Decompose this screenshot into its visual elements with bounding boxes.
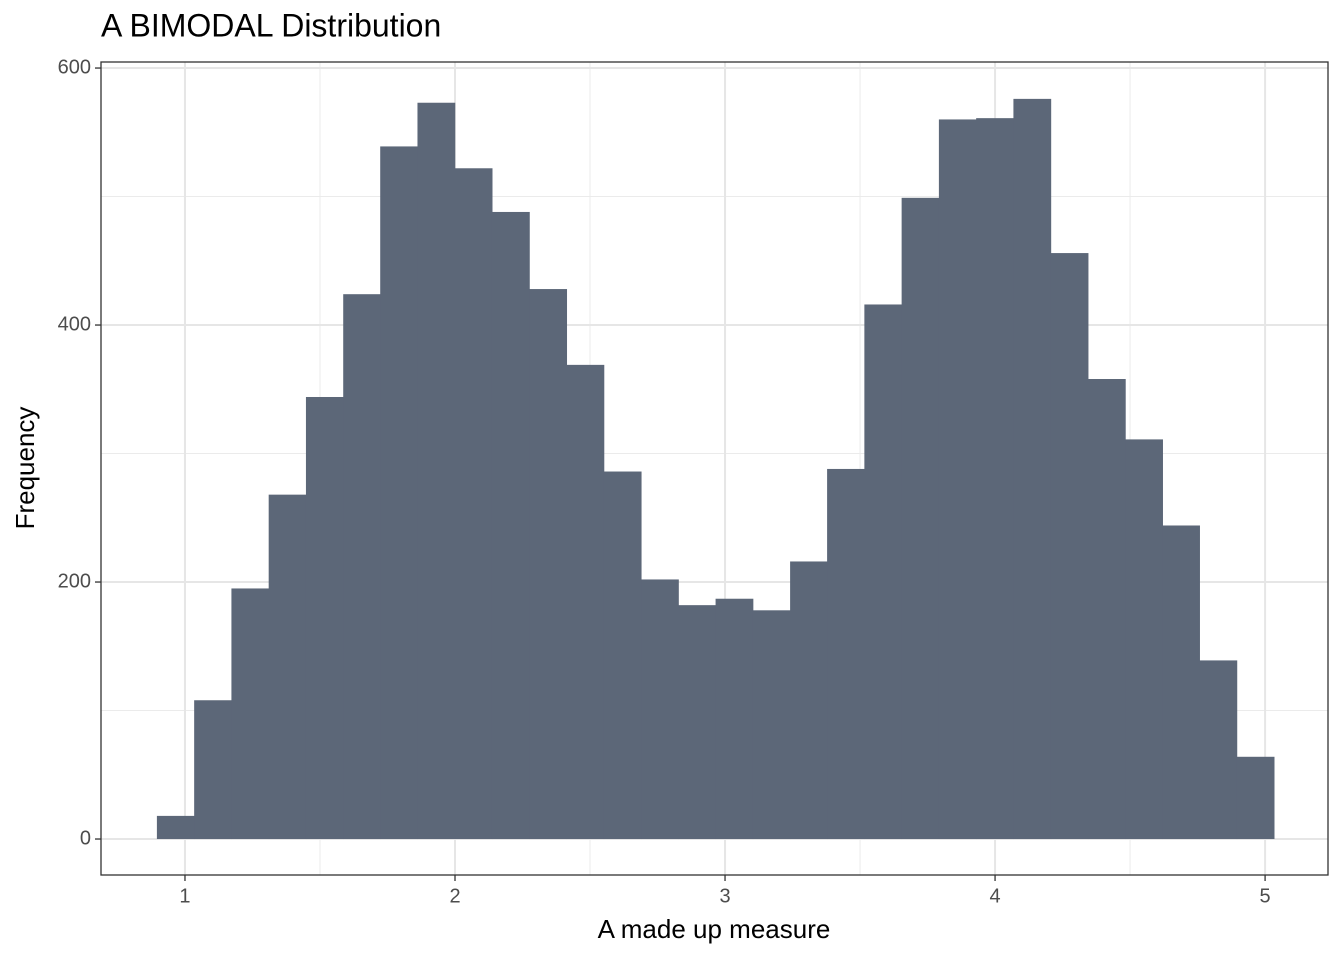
- y-tick-label: 400: [58, 313, 91, 335]
- bar: [231, 588, 270, 840]
- bar: [641, 579, 679, 840]
- y-tick-label: 200: [58, 570, 91, 592]
- bar: [268, 494, 307, 840]
- bar: [938, 119, 977, 840]
- y-tick-label: 600: [58, 56, 91, 78]
- bar: [864, 304, 903, 840]
- bar: [1013, 98, 1052, 840]
- y-axis-label: Frequency: [10, 407, 40, 530]
- bar: [1087, 379, 1126, 840]
- bar: [1199, 660, 1238, 840]
- x-tick-label: 3: [719, 885, 730, 907]
- bar: [380, 146, 418, 840]
- bar: [156, 815, 195, 840]
- x-tick-label: 1: [179, 885, 190, 907]
- x-tick-label: 2: [449, 885, 460, 907]
- bar: [603, 471, 642, 840]
- bar: [901, 197, 940, 840]
- bar: [1162, 525, 1200, 840]
- bar: [454, 168, 493, 840]
- bar: [491, 211, 530, 840]
- bar: [1050, 253, 1089, 840]
- bar: [976, 118, 1014, 840]
- bar: [417, 102, 456, 840]
- bar: [1125, 439, 1163, 840]
- bar: [1236, 756, 1275, 840]
- panel-border: [100, 61, 1329, 876]
- bar: [566, 364, 605, 840]
- bar: [343, 294, 381, 840]
- x-tick-label: 5: [1260, 885, 1271, 907]
- bar: [678, 605, 717, 840]
- y-tick-label: 0: [80, 827, 91, 849]
- x-axis-label: A made up measure: [598, 914, 831, 944]
- bar: [305, 396, 344, 840]
- bar: [194, 700, 232, 840]
- bar: [790, 561, 828, 840]
- bar: [827, 468, 865, 840]
- bar: [529, 289, 568, 840]
- x-tick-label: 4: [989, 885, 1000, 907]
- bar: [715, 598, 754, 840]
- bars: [156, 98, 1275, 840]
- chart-title: A BIMODAL Distribution: [101, 7, 441, 43]
- bar: [752, 610, 791, 840]
